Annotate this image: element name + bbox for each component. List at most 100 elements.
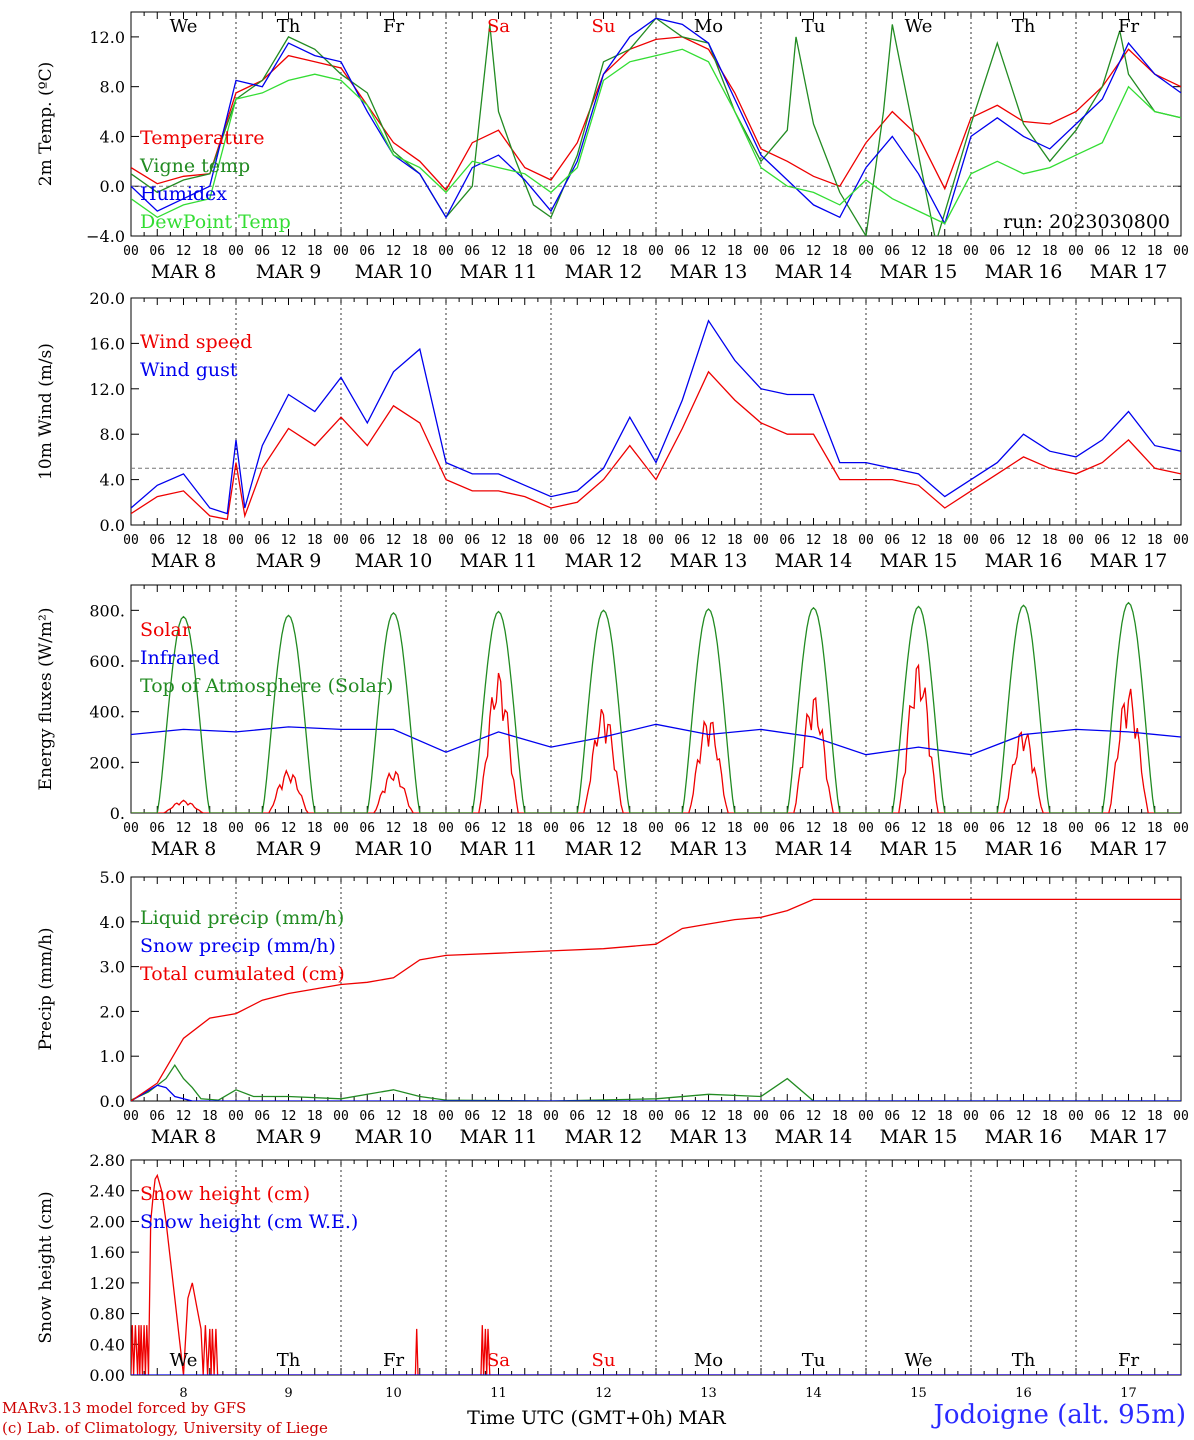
hour-tick-label: 00 — [1068, 1109, 1084, 1124]
panel-5: 0.00 0.40 0.80 1.20 1.60 2.00 2.40 2.80 Snow hei… — [36, 1151, 1182, 1385]
hour-tick-label: 18 — [937, 244, 953, 259]
hour-tick-label: 18 — [517, 533, 533, 548]
hour-tick-label: 12 — [1121, 244, 1137, 259]
date-label: MAR 8 — [151, 550, 217, 572]
legend-entry: Liquid precip (mm/h) — [140, 907, 344, 929]
hour-tick-label: 06 — [989, 1109, 1005, 1124]
y-tick-label: 1.20 — [89, 1274, 125, 1293]
series-line-wind-gust — [131, 319, 1181, 515]
date-label: MAR 15 — [880, 1126, 958, 1148]
y-tick-label: 3.0 — [100, 958, 125, 977]
hour-tick-label: 12 — [806, 244, 822, 259]
hour-tick-label: 12 — [596, 1109, 612, 1124]
panel-3: 0. 200. 400. 600. 800. Energy fluxes (W/m²) So… — [36, 584, 1189, 860]
date-label: MAR 11 — [460, 838, 538, 860]
hour-tick-label: 00 — [438, 821, 454, 836]
date-label: MAR 13 — [670, 1126, 748, 1148]
hour-tick-label: 00 — [1173, 1109, 1189, 1124]
date-label: MAR 8 — [151, 261, 217, 283]
hour-tick-label: 12 — [386, 1109, 402, 1124]
hour-tick-label: 12 — [596, 533, 612, 548]
hour-tick-label: 00 — [858, 533, 874, 548]
date-label: MAR 17 — [1090, 1126, 1168, 1148]
date-label: MAR 14 — [775, 261, 853, 283]
hour-tick-label: 12 — [1016, 244, 1032, 259]
hour-tick-label: 18 — [727, 533, 743, 548]
y-tick-label: 0.0 — [100, 177, 125, 196]
hour-tick-label: 00 — [648, 244, 664, 259]
panel-4: 0.0 1.0 2.0 3.0 4.0 5.0 Precip (mm/h) Liquid pr… — [36, 868, 1189, 1148]
hour-tick-label: 12 — [1016, 533, 1032, 548]
hour-tick-label: 00 — [543, 244, 559, 259]
model-credit-line: MARv3.13 model forced by GFS — [2, 1399, 247, 1417]
hour-tick-label: 06 — [359, 244, 375, 259]
day-abbr-label: Fr — [1118, 16, 1139, 37]
hour-tick-label: 00 — [333, 533, 349, 548]
hour-tick-label: 18 — [832, 821, 848, 836]
hour-tick-label: 12 — [281, 1109, 297, 1124]
hour-tick-label: 18 — [1042, 821, 1058, 836]
hour-tick-label: 06 — [779, 821, 795, 836]
hour-tick-label: 18 — [412, 821, 428, 836]
day-abbr-label: We — [905, 16, 933, 37]
y-tick-label: 20.0 — [89, 289, 125, 308]
hour-tick-label: 00 — [333, 1109, 349, 1124]
hour-tick-label: 18 — [937, 533, 953, 548]
hour-tick-label: 00 — [753, 533, 769, 548]
hour-tick-label: 18 — [307, 244, 323, 259]
hour-tick-label: 18 — [937, 821, 953, 836]
hour-tick-label: 12 — [596, 821, 612, 836]
series-line-vigne-temp — [131, 17, 1181, 236]
y-tick-label: 400. — [89, 703, 125, 722]
series-line-wind-speed — [131, 370, 1181, 521]
y-tick-label: 200. — [89, 753, 125, 772]
hour-tick-label: 12 — [911, 821, 927, 836]
hour-tick-label: 00 — [1068, 533, 1084, 548]
hour-tick-label: 18 — [1042, 244, 1058, 259]
hour-tick-label: 12 — [701, 533, 717, 548]
hour-tick-label: 18 — [1147, 244, 1163, 259]
date-label: MAR 9 — [256, 261, 322, 283]
hour-tick-label: 12 — [911, 244, 927, 259]
hour-tick-label: 12 — [491, 821, 507, 836]
day-abbr-label: We — [170, 16, 198, 37]
station-label: Jodoigne (alt. 95m) — [933, 1400, 1186, 1430]
legend-entry: Top of Atmosphere (Solar) — [140, 675, 393, 697]
hour-tick-label: 12 — [176, 533, 192, 548]
hour-tick-label: 18 — [727, 244, 743, 259]
date-label: MAR 14 — [775, 1126, 853, 1148]
run-label: run: 2023030800 — [1003, 211, 1170, 233]
hour-tick-label: 06 — [989, 244, 1005, 259]
date-label: MAR 16 — [985, 261, 1063, 283]
hour-tick-label: 00 — [858, 244, 874, 259]
y-tick-label: 0.00 — [89, 1366, 125, 1385]
hour-tick-label: 18 — [202, 533, 218, 548]
panel-2: 0.0 4.0 8.0 12.0 16.0 20.0 10m Wind (m/s) Wind … — [36, 289, 1189, 572]
hour-tick-label: 12 — [1016, 821, 1032, 836]
hour-tick-label: 06 — [569, 1109, 585, 1124]
legend-entry: Wind gust — [140, 359, 238, 381]
legend-entry: Vigne temp — [139, 155, 250, 177]
y-tick-label: 600. — [89, 652, 125, 671]
hour-tick-label: 00 — [648, 1109, 664, 1124]
hour-tick-label: 00 — [963, 821, 979, 836]
y-tick-label: 0.80 — [89, 1305, 125, 1324]
hour-tick-label: 12 — [701, 1109, 717, 1124]
day-number-label: 13 — [700, 1386, 717, 1401]
hour-tick-label: 12 — [1016, 1109, 1032, 1124]
hour-tick-label: 06 — [779, 533, 795, 548]
date-label: MAR 12 — [565, 550, 643, 572]
day-abbr-label: We — [905, 1350, 933, 1371]
hour-tick-label: 00 — [123, 244, 139, 259]
hour-tick-label: 06 — [674, 533, 690, 548]
y-tick-label: 0.40 — [89, 1335, 125, 1354]
hour-tick-label: 12 — [281, 244, 297, 259]
day-abbr-label: We — [170, 1350, 198, 1371]
y-tick-label: 8.0 — [100, 425, 125, 444]
date-label: MAR 11 — [460, 550, 538, 572]
hour-tick-label: 00 — [123, 533, 139, 548]
legend-entry: Solar — [140, 619, 192, 641]
date-label: MAR 16 — [985, 550, 1063, 572]
hour-tick-label: 12 — [386, 244, 402, 259]
hour-tick-label: 06 — [1094, 533, 1110, 548]
